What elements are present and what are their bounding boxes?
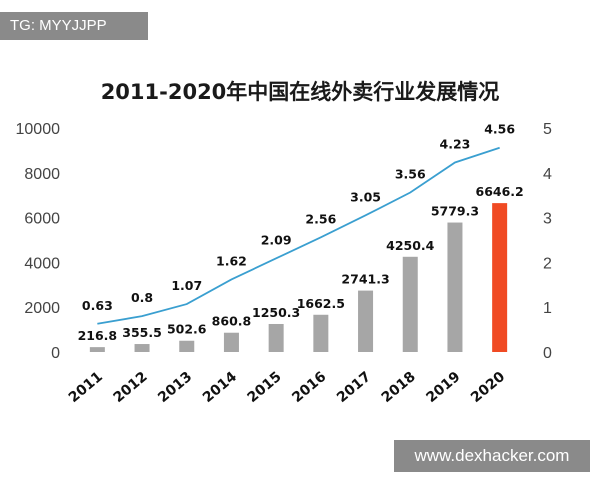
bar-value-label: 6646.2 [476,184,524,199]
line-value-label: 1.62 [216,253,247,268]
line-value-label: 0.8 [131,290,153,305]
x-tick-label: 2013 [155,369,195,406]
left-tick-label: 4000 [24,255,60,272]
line-value-label: 2.56 [305,211,336,226]
bar-value-label: 4250.4 [386,238,435,253]
bar-value-label: 216.8 [78,328,118,343]
bar [492,203,508,352]
bar [134,344,150,352]
bar [223,332,239,352]
x-tick-label: 2016 [289,369,329,406]
right-tick-label: 3 [543,211,552,228]
line-series [97,146,500,325]
line-value-label: 2.09 [261,232,292,247]
bar [179,340,195,352]
line-value-label: 3.56 [395,167,426,182]
left-axis: 0 2000 4000 6000 8000 10000 [16,121,61,362]
x-tick-label: 2015 [245,369,285,406]
right-tick-label: 4 [543,166,552,183]
x-tick-label: 2011 [66,369,106,406]
watermark-bottom: www.dexhacker.com [394,440,590,472]
bar [268,323,284,352]
bar [89,347,105,352]
bar-value-label: 355.5 [122,325,162,340]
bar-series [89,203,508,352]
bar [447,222,463,352]
line-value-label: 3.05 [350,189,381,204]
x-tick-label: 2018 [379,369,419,406]
x-tick-label: 2019 [423,369,463,406]
left-tick-label: 6000 [24,211,60,228]
right-tick-label: 0 [543,345,552,362]
line-path [97,146,500,325]
line-labels: 0.63 0.8 1.07 1.62 2.09 2.56 3.05 3.56 4.23 4.56 [82,122,515,313]
bar-value-label: 860.8 [212,314,252,329]
watermark-top: TG: MYYJJPP [0,12,148,40]
bar [313,314,329,352]
x-tick-label: 2012 [110,369,150,406]
left-tick-label: 0 [51,345,60,362]
left-tick-label: 8000 [24,166,60,183]
right-tick-label: 2 [543,255,552,272]
chart-title: 2011-2020年中国在线外卖行业发展情况 [100,80,500,104]
right-tick-label: 1 [543,300,552,317]
left-tick-label: 2000 [24,300,60,317]
bar-value-label: 2741.3 [341,272,389,287]
bar-value-label: 1662.5 [297,296,345,311]
x-tick-label: 2020 [468,369,508,406]
line-value-label: 0.63 [82,298,113,313]
right-axis: 0 1 2 3 4 5 [543,121,552,362]
x-tick-label: 2017 [334,369,374,406]
bar [358,290,374,352]
line-value-label: 4.23 [440,136,471,151]
bar [402,256,418,352]
bar-value-label: 1250.3 [252,305,300,320]
bar-value-label: 502.6 [167,322,207,337]
bar-value-label: 5779.3 [431,204,479,219]
x-tick-label: 2014 [200,369,240,406]
line-value-label: 4.56 [484,122,515,137]
left-tick-label: 10000 [16,121,61,138]
line-value-label: 1.07 [171,278,202,293]
right-tick-label: 5 [543,121,552,138]
x-axis: 2011 2012 2013 2014 2015 2016 2017 2018 2019 2020 [66,369,509,406]
